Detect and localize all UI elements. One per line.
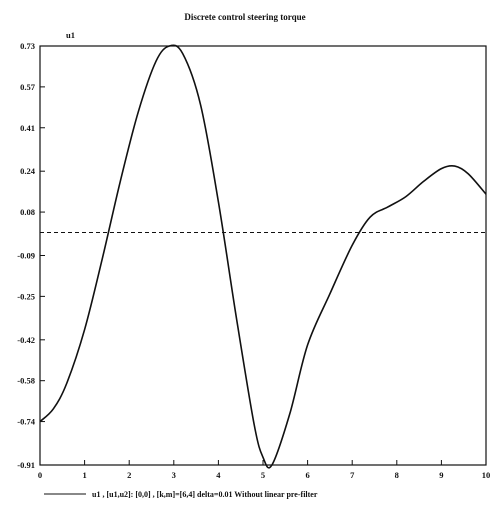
x-tick-label: 1 (82, 470, 86, 480)
x-tick-label: 6 (305, 470, 309, 480)
x-tick-label: 10 (482, 470, 491, 480)
chart-title: Discrete control steering torque (184, 12, 305, 22)
series-lines (39, 44, 487, 469)
x-tick-label: 3 (172, 470, 176, 480)
x-tick-label: 8 (395, 470, 399, 480)
y-tick-label: 0.24 (20, 166, 36, 176)
series-line-u1 (39, 44, 487, 469)
x-tick-label: 2 (127, 470, 131, 480)
y-tick-label: 0.57 (20, 82, 36, 92)
plot-frame (39, 45, 487, 466)
y-tick-label: -0.42 (17, 335, 35, 345)
x-tick-label: 5 (261, 470, 265, 480)
y-tick-label: -0.25 (17, 291, 35, 301)
y-axis-unit-label: u1 (66, 30, 75, 40)
y-tick-label: 0.41 (20, 123, 35, 133)
y-tick-label: -0.09 (17, 251, 35, 261)
y-tick-label: 0.08 (20, 207, 35, 217)
y-tick-label: 0.73 (20, 41, 35, 51)
y-tick-label: -0.91 (17, 460, 35, 470)
tick-labels: 0 1 2 3 4 5 6 7 8 9 10 0.73 0.57 0.41 0.24 0.08 -0.09 -0.… (17, 41, 490, 480)
legend-text: u1 , [u1,u2]: [0,0] , [k,m]=[6,4] delta=… (92, 490, 318, 499)
x-tick-label: 0 (38, 470, 42, 480)
x-tick-label: 9 (439, 470, 443, 480)
x-tick-label: 7 (350, 470, 355, 480)
axis-ticks (39, 45, 487, 466)
y-tick-label: -0.74 (17, 417, 35, 427)
y-tick-label: -0.58 (17, 376, 35, 386)
x-tick-label: 4 (216, 470, 221, 480)
